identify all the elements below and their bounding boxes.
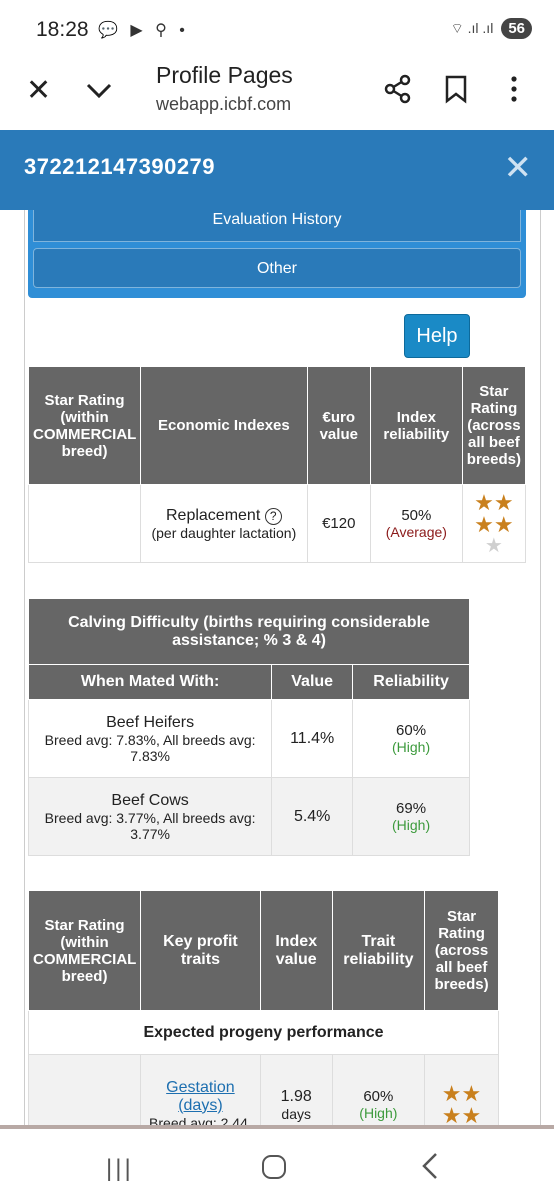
star-icon: ★ [441,1080,462,1106]
status-bar: 18:28 💬 ▶ ⚲ • ⌔ .ıl .ıl 56 [0,0,554,58]
system-nav-bar: ||| [0,1125,554,1200]
star-icon: ★ [441,1102,462,1125]
chevron-down-icon[interactable] [84,76,114,106]
reliability-value: 69% [396,800,427,817]
close-tab-icon[interactable]: ✕ [26,74,52,107]
notification-icons: 💬 ▶ ⚲ • [98,22,189,39]
status-time: 18:28 [36,18,89,41]
star-icon: ★ [493,511,514,537]
share-icon[interactable] [383,74,413,104]
section-buttons: Evaluation History Other [28,210,526,298]
back-icon[interactable] [420,1151,440,1181]
mated-note: Breed avg: 3.77%, All breeds avg: 3.77% [44,809,256,842]
status-right: ⌔ .ıl .ıl 56 [451,18,532,39]
table-row: Gestation (days) Breed avg: 2.44, 1.98 d… [27,1054,499,1126]
reliability-value: 60% [363,1088,394,1105]
star-icon: ★ [474,511,494,537]
star-icon: ★ [461,1080,482,1106]
euro-value: €120 [306,484,371,563]
signal-icon: ⌔ .ıl .ıl [450,19,494,36]
mated-note: Breed avg: 7.83%, All breeds avg: 7.83% [44,731,256,764]
index-unit: days [281,1105,311,1122]
index-name: Replacement [166,506,261,524]
col-key-profit-traits: Key profit traits [140,890,261,1011]
star-icon: ★ [474,489,494,515]
star-icon: ★ [493,489,514,515]
col-star-rating-within: Star Rating (within COMMERCIAL breed) [27,366,142,485]
browser-toolbar: ✕ Profile Pages webapp.icbf.com [0,58,554,130]
calving-difficulty-table: Calving Difficulty (births requiring con… [27,598,470,856]
calving-title: Calving Difficulty (births requiring con… [28,598,470,665]
star-rating: ★★ ★★ ★ [461,484,527,563]
col-star-rating-within: Star Rating (within COMMERCIAL breed) [27,890,142,1011]
col-star-rating-across: Star Rating (across all beef breeds) [424,890,499,1011]
home-icon[interactable] [262,1155,286,1179]
star-rating: ★★ ★★ [424,1054,499,1125]
close-profile-icon[interactable]: ✕ [503,149,533,187]
info-icon[interactable]: ? [264,507,282,525]
table-row: Beef Cows Breed avg: 3.77%, All breeds a… [27,777,470,856]
profit-traits-table: Star Rating (within COMMERCIAL breed) Ke… [27,890,499,1126]
col-reliability: Reliability [352,664,470,700]
page-url: webapp.icbf.com [156,94,292,114]
reliability-label: (Average) [385,524,447,540]
reliability-label: (High) [391,739,431,755]
trait-note: Breed avg: 2.44, [149,1114,252,1126]
col-value: Value [271,664,354,700]
recent-apps-icon[interactable]: ||| [106,1155,134,1182]
bookmark-icon[interactable] [443,74,469,104]
economic-index-table: Star Rating (within COMMERCIAL breed) Ec… [27,366,527,563]
animal-id: 372212147390279 [24,154,216,179]
battery-indicator: 56 [501,18,532,39]
more-options-icon[interactable] [506,74,522,104]
col-euro-value: €uro value [306,366,371,485]
index-value: 1.98 [280,1087,312,1105]
gestation-link[interactable]: Gestation (days) [166,1078,235,1114]
col-index-reliability: Index reliability [369,366,463,485]
col-mated-with: When Mated With: [27,664,273,700]
reliability-value: 60% [396,722,427,739]
section-title: Expected progeny performance [28,1010,499,1055]
reliability-value: 50% [401,507,432,524]
table-row: Beef Heifers Breed avg: 7.83%, All breed… [27,699,470,778]
calving-value: 11.4% [271,699,354,778]
help-button[interactable]: Help [404,314,470,358]
star-empty-icon: ★ [484,534,503,557]
reliability-label: (High) [391,817,431,833]
evaluation-history-button[interactable]: Evaluation History [33,210,521,242]
table-row: Replacement ? (per daughter lactation) €… [27,484,527,563]
col-star-rating-across: Star Rating (across all beef breeds) [461,366,527,485]
profile-content[interactable]: Evaluation History Other Help Star Ratin… [0,210,554,1125]
other-button[interactable]: Other [33,248,521,288]
star-icon: ★ [461,1102,482,1125]
page-title: Profile Pages [156,62,293,88]
calving-value: 5.4% [271,777,354,856]
mated-name: Beef Cows [111,791,189,809]
reliability-label: (High) [359,1105,398,1121]
col-economic-indexes: Economic Indexes [140,366,308,485]
index-note: (per daughter lactation) [151,524,297,541]
col-trait-reliability: Trait reliability [331,890,426,1011]
profile-header: 372212147390279 ✕ [0,130,554,210]
mated-name: Beef Heifers [106,713,195,731]
col-index-value: Index value [259,890,333,1011]
